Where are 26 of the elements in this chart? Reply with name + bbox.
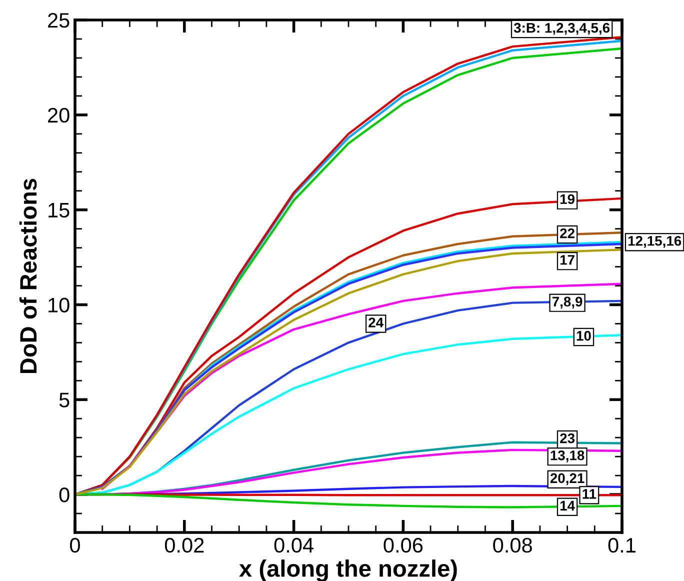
annotation: 3:B: 1,2,3,4,5,6: [514, 22, 610, 35]
annotation: 17: [560, 255, 574, 265]
annotation: 10: [576, 330, 591, 341]
annotation: 11: [582, 489, 596, 499]
annotation: 13,18: [550, 450, 584, 462]
y-tick-label: 0: [59, 488, 70, 502]
x-tick-label: 0.1: [608, 538, 636, 553]
y-axis-title: DoD of Reactions: [19, 178, 37, 374]
annotation: 12,15,16: [628, 236, 682, 248]
x-tick-label: 0.02: [164, 538, 204, 553]
y-tick-label: 20: [48, 108, 70, 123]
y-tick-label: 10: [48, 298, 70, 312]
y-tick-label: 15: [48, 203, 70, 218]
annotation: 19: [560, 194, 575, 204]
annotation: 14: [560, 500, 575, 510]
y-tick-label: 5: [59, 392, 70, 408]
x-tick-label: 0.08: [493, 538, 532, 553]
annotation: 20,21: [550, 473, 584, 486]
annotation: 24: [368, 318, 384, 328]
annotation: 23: [560, 433, 575, 444]
y-tick-label: 25: [48, 13, 70, 28]
x-tick-label: 0: [70, 538, 80, 553]
annotation: 22: [560, 228, 574, 238]
x-tick-label: 0.06: [384, 538, 423, 553]
x-tick-label: 0.04: [274, 538, 314, 553]
annotation: 7,8,9: [552, 296, 582, 309]
